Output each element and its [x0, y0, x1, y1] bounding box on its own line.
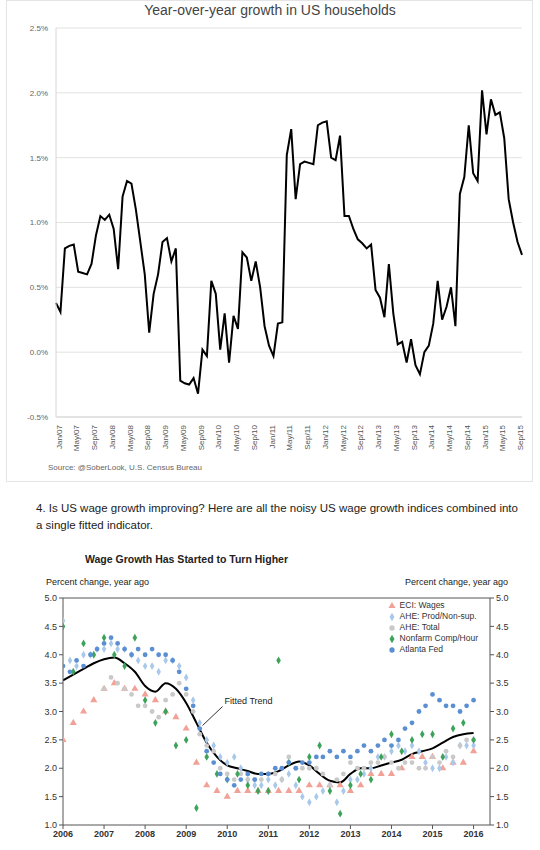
svg-text:0.5%: 0.5%: [30, 283, 48, 292]
svg-text:Sep/13: Sep/13: [410, 424, 419, 450]
svg-text:May/15: May/15: [498, 424, 507, 451]
svg-text:May/12: May/12: [339, 424, 348, 451]
svg-text:Jan/13: Jan/13: [374, 424, 383, 449]
svg-text:May/10: May/10: [232, 424, 241, 451]
svg-text:1.5: 1.5: [496, 792, 509, 802]
svg-text:2008: 2008: [135, 829, 155, 839]
html-text:ECI: Wages: ECI: Wages: [399, 600, 445, 610]
svg-text:May/11: May/11: [285, 424, 294, 450]
svg-text:May/08: May/08: [126, 424, 135, 451]
svg-text:1.0: 1.0: [496, 820, 509, 830]
svg-text:1.5: 1.5: [44, 792, 57, 802]
svg-text:Sep/14: Sep/14: [463, 424, 472, 450]
svg-text:2.5%: 2.5%: [30, 24, 48, 33]
svg-text:May/14: May/14: [445, 424, 454, 451]
svg-text:May/13: May/13: [392, 424, 401, 451]
svg-text:1.0%: 1.0%: [30, 218, 48, 227]
svg-text:2.0: 2.0: [44, 763, 57, 773]
svg-text:5.0: 5.0: [44, 593, 57, 603]
svg-text:Jan/14: Jan/14: [427, 424, 436, 449]
svg-text:Fitted Trend: Fitted Trend: [225, 696, 273, 706]
svg-text:2.5: 2.5: [496, 735, 509, 745]
svg-text:1.0: 1.0: [44, 820, 57, 830]
svg-text:Sep/10: Sep/10: [250, 424, 259, 450]
svg-text:2015: 2015: [423, 829, 443, 839]
html-text:Percent change, year ago: Percent change, year ago: [46, 577, 150, 587]
svg-text:Sep/07: Sep/07: [90, 424, 99, 450]
html-text:AHE: Prod/Non-sup.: AHE: Prod/Non-sup.: [399, 611, 477, 621]
svg-text:2012: 2012: [299, 829, 319, 839]
svg-text:Sep/11: Sep/11: [303, 424, 312, 449]
html-text:Atlanta Fed: Atlanta Fed: [399, 644, 444, 654]
svg-text:May/07: May/07: [72, 424, 81, 451]
svg-text:2011: 2011: [259, 829, 279, 839]
svg-text:-0.5%: -0.5%: [27, 413, 48, 422]
svg-text:Sep/09: Sep/09: [197, 424, 206, 450]
svg-text:Jan/09: Jan/09: [161, 424, 170, 449]
html-text:Year-over-year growth in US ho: Year-over-year growth in US households: [144, 2, 396, 18]
svg-text:2010: 2010: [217, 829, 237, 839]
svg-text:Sep/12: Sep/12: [356, 424, 365, 450]
svg-text:Jan/07: Jan/07: [55, 424, 64, 449]
svg-text:2006: 2006: [53, 829, 73, 839]
svg-text:3.0: 3.0: [44, 707, 57, 717]
svg-text:3.0: 3.0: [496, 707, 509, 717]
svg-text:5.0: 5.0: [496, 593, 509, 603]
html-text:Nonfarm Comp/Hour: Nonfarm Comp/Hour: [399, 633, 478, 643]
svg-text:2013: 2013: [340, 829, 360, 839]
html-text:AHE: Total: AHE: Total: [399, 622, 440, 632]
svg-text:2009: 2009: [176, 829, 196, 839]
html-text:Source: @SoberLook, U.S. Censu: Source: @SoberLook, U.S. Census Bureau: [48, 463, 202, 472]
svg-text:2.0%: 2.0%: [30, 89, 48, 98]
svg-text:2.0: 2.0: [496, 763, 509, 773]
svg-text:4.0: 4.0: [496, 650, 509, 660]
html-text:Percent change, year ago: Percent change, year ago: [404, 577, 508, 587]
svg-text:Jan/12: Jan/12: [321, 424, 330, 449]
svg-text:1.5%: 1.5%: [30, 154, 48, 163]
svg-text:0.0%: 0.0%: [30, 348, 48, 357]
svg-text:Sep/15: Sep/15: [516, 424, 525, 450]
svg-text:May/09: May/09: [179, 424, 188, 451]
svg-text:3.5: 3.5: [496, 678, 509, 688]
svg-text:4.5: 4.5: [44, 622, 57, 632]
svg-text:Sep/08: Sep/08: [143, 424, 152, 450]
svg-text:2007: 2007: [94, 829, 114, 839]
svg-text:Jan/08: Jan/08: [108, 424, 117, 449]
html-text:4. Is US wage growth improving: 4. Is US wage growth improving? Here are…: [36, 502, 518, 531]
svg-text:4.5: 4.5: [496, 622, 509, 632]
svg-text:Jan/10: Jan/10: [214, 424, 223, 449]
svg-text:2014: 2014: [381, 829, 401, 839]
svg-text:2016: 2016: [464, 829, 484, 839]
svg-text:2.5: 2.5: [44, 735, 57, 745]
html-text:Wage Growth Has Started to Tur: Wage Growth Has Started to Turn Higher: [85, 553, 288, 565]
svg-text:4.0: 4.0: [44, 650, 57, 660]
svg-text:3.5: 3.5: [44, 678, 57, 688]
svg-text:Jan/11: Jan/11: [268, 424, 277, 448]
svg-text:Jan/15: Jan/15: [481, 424, 490, 449]
